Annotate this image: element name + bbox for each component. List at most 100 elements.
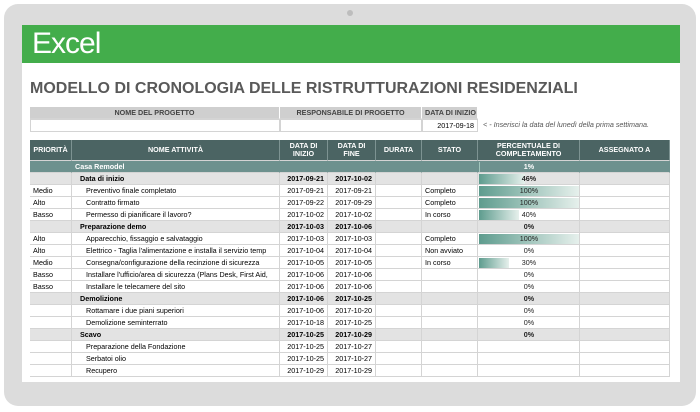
cell [478,185,580,197]
cell [30,173,72,185]
cell [422,293,478,305]
cell [580,257,670,269]
project-value [30,119,280,132]
end-date: 2017-10-04 [328,245,376,257]
cell [580,233,670,245]
cell [580,161,670,173]
activity: Demolizione [72,293,280,305]
cell [580,365,670,377]
cell [580,305,670,317]
column-header: DATA DI INIZIO [280,140,328,161]
activity: Preparazione della Fondazione [72,341,280,353]
column-header: PRIORITÀ [30,140,72,161]
end-date: 2017-10-20 [328,305,376,317]
percent: 0% [523,282,535,291]
end-date: 2017-09-29 [328,197,376,209]
end-date: 2017-10-05 [328,257,376,269]
cell [478,365,580,377]
app-banner: Excel [22,25,680,63]
cell [30,365,72,377]
priority: Basso [30,209,72,221]
status: In corso [422,209,478,221]
cell [478,221,580,233]
cell [376,293,422,305]
cell [422,305,478,317]
start-date: 2017-10-05 [280,257,328,269]
cell [376,269,422,281]
app-name: Excel [32,27,101,60]
cell [580,317,670,329]
end-date: 2017-10-27 [328,341,376,353]
cell [580,329,670,341]
cell [376,305,422,317]
cell [580,281,670,293]
cell [422,329,478,341]
activity: Scavo [72,329,280,341]
activity: Data di inizio [72,173,280,185]
activity: Demolizione seminterrato [72,317,280,329]
cell [478,293,580,305]
cell [580,341,670,353]
cell [30,329,72,341]
cell [376,245,422,257]
cell [422,221,478,233]
priority: Basso [30,269,72,281]
status: In corso [422,257,478,269]
cell [376,161,422,173]
cell [280,161,328,173]
cell [376,281,422,293]
cell [30,161,72,173]
activity: Consegna/configurazione della recinzione… [72,257,280,269]
cell [580,245,670,257]
cell [30,341,72,353]
sheet-title: MODELLO DI CRONOLOGIA DELLE RISTRUTTURAZ… [30,80,578,97]
start-date: 2017-10-04 [280,245,328,257]
progress-bar [479,210,519,220]
cell [580,173,670,185]
end-date: 2017-10-02 [328,209,376,221]
start-date: 2017-10-18 [280,317,328,329]
cell [422,281,478,293]
priority: Medio [30,257,72,269]
cell [580,221,670,233]
start-date: 2017-10-25 [280,353,328,365]
cell [422,269,478,281]
activity: Rottamare i due piani superiori [72,305,280,317]
end-date: 2017-10-27 [328,353,376,365]
end-date: 2017-10-03 [328,233,376,245]
activity: Serbatoi olio [72,353,280,365]
column-header: DATA DI FINE [328,140,376,161]
start-date: 2017-10-06 [280,281,328,293]
cell [580,269,670,281]
project-header: NOME DEL PROGETTO [30,107,280,119]
cell [478,209,580,221]
start-date: 2017-10-06 [280,269,328,281]
activity: Recupero [72,365,280,377]
cell [376,353,422,365]
start-date: 2017-10-03 [280,221,328,233]
cell [422,353,478,365]
end-date: 2017-09-21 [328,185,376,197]
end-date: 2017-10-06 [328,221,376,233]
end-date: 2017-10-06 [328,269,376,281]
cell [580,185,670,197]
cell [30,317,72,329]
end-date: 2017-10-29 [328,365,376,377]
cell [478,317,580,329]
project-header: DATA DI INIZIO [422,107,478,119]
percent: 0% [523,330,535,339]
start-date: 2017-09-22 [280,197,328,209]
activity: Elettrico - Taglia l'alimentazione e ins… [72,245,280,257]
percent: 0% [523,270,535,279]
cell [376,233,422,245]
cell [478,281,580,293]
cell [478,353,580,365]
cell [422,365,478,377]
start-date: 2017-10-06 [280,293,328,305]
status: Completo [422,197,478,209]
start-date: 2017-09-21 [280,173,328,185]
percent: 100% [519,186,539,195]
percent: 30% [521,258,537,267]
cell [376,341,422,353]
progress-bar [479,174,525,184]
